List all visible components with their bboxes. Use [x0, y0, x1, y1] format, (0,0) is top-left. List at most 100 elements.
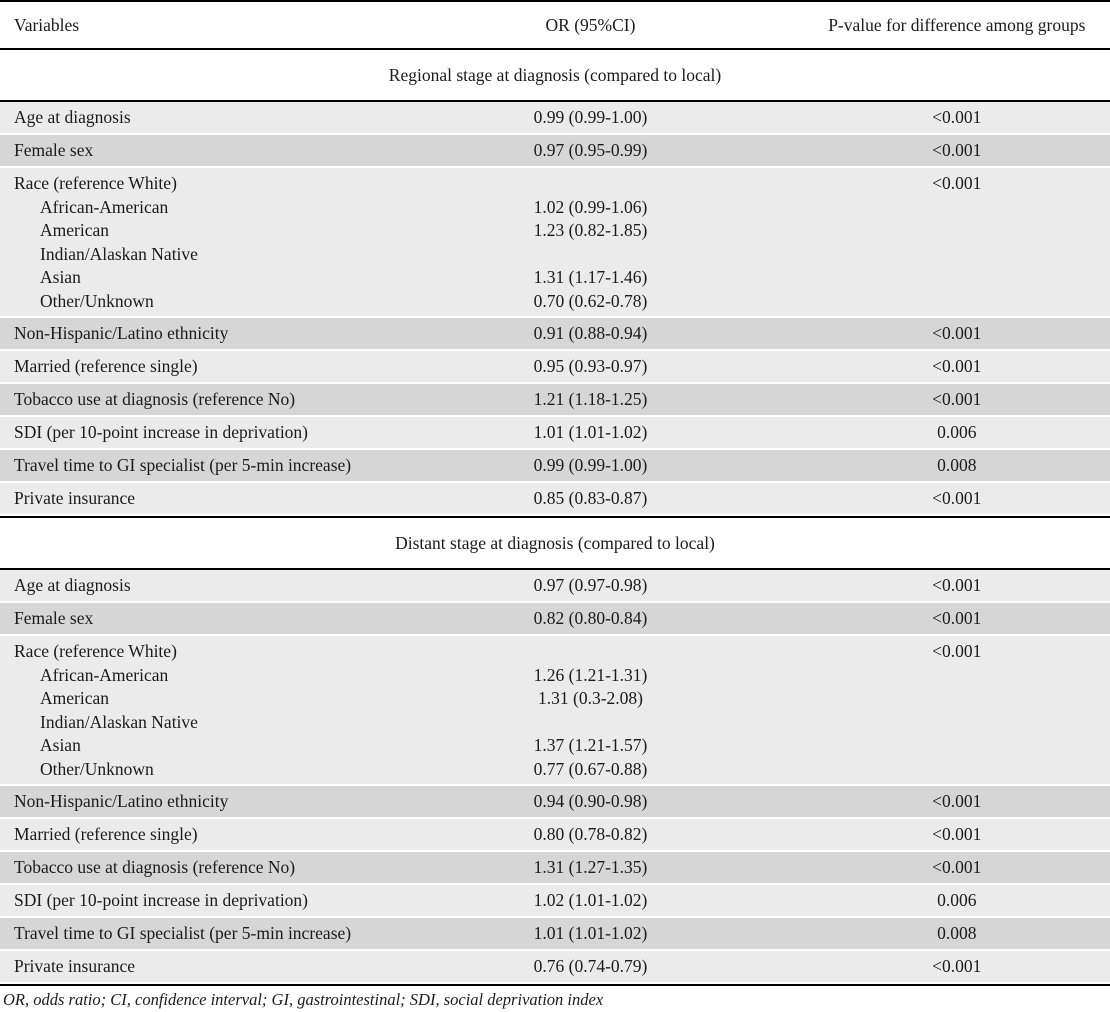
p-value-cell: <0.001 [932, 389, 982, 409]
or-value: 1.02 (0.99-1.06) [533, 196, 648, 217]
column-header-pvalue: P-value for difference among groups [828, 14, 1086, 35]
or-value [377, 711, 803, 735]
variable-sublabel: African-American [40, 664, 169, 685]
table-row: Age at diagnosis 0.97 (0.97-0.98) <0.001 [0, 570, 1110, 601]
or-value: 1.26 (1.21-1.31) [533, 664, 648, 685]
or-cell: 1.01 (1.01-1.02) [533, 923, 648, 943]
column-header-variables: Variables [14, 14, 80, 35]
p-value-cell: <0.001 [932, 107, 982, 127]
variable-sublabel: African-American [40, 196, 169, 217]
variable-cell: Race (reference White) African-American Am… [0, 172, 377, 313]
table-row: Private insurance 0.76 (0.74-0.79) <0.001 [0, 951, 1110, 982]
variable-sublabel: American [40, 220, 109, 240]
variable-sublabel: American [40, 688, 109, 708]
p-value-cell: 0.006 [937, 890, 977, 910]
variable-cell: Age at diagnosis [14, 107, 131, 127]
or-value: 1.37 (1.21-1.57) [533, 735, 648, 755]
variable-cell: SDI (per 10-point increase in deprivatio… [14, 890, 309, 910]
variable-cell: Travel time to GI specialist (per 5-min … [14, 923, 352, 943]
p-value-cell: <0.001 [932, 791, 982, 811]
column-header-row: Variables OR (95%CI) P-value for differe… [0, 2, 1110, 48]
table-bottom-border [0, 984, 1110, 986]
variable-cell: Race (reference White) African-American Am… [0, 640, 377, 781]
variable-sublabel: Asian [40, 267, 81, 287]
variable-sublabel: Indian/Alaskan Native [40, 711, 198, 732]
or-cell: 1.21 (1.18-1.25) [533, 389, 648, 409]
p-value-cell: <0.001 [932, 824, 982, 844]
variable-cell: Non-Hispanic/Latino ethnicity [14, 323, 229, 343]
variable-cell: Private insurance [14, 488, 135, 508]
variable-cell: Married (reference single) [14, 824, 198, 844]
variable-cell: Travel time to GI specialist (per 5-min … [14, 455, 352, 475]
table-row: Non-Hispanic/Latino ethnicity 0.94 (0.90-… [0, 786, 1110, 817]
table-row: Female sex 0.82 (0.80-0.84) <0.001 [0, 603, 1110, 634]
table-row: SDI (per 10-point increase in deprivatio… [0, 885, 1110, 916]
p-value: <0.001 [932, 641, 982, 661]
variable-label: Race (reference White) [14, 641, 177, 661]
p-value: <0.001 [932, 173, 982, 193]
or-cell: 1.02 (1.01-1.02) [533, 890, 648, 910]
table-row: Age at diagnosis 0.99 (0.99-1.00) <0.001 [0, 102, 1110, 133]
p-value-cell: <0.001 [932, 488, 982, 508]
variable-sublabel: Indian/Alaskan Native [40, 243, 198, 264]
or-cell: 0.95 (0.93-0.97) [533, 356, 648, 376]
table-row: Tobacco use at diagnosis (reference No) 1… [0, 852, 1110, 883]
variable-cell: SDI (per 10-point increase in deprivatio… [14, 422, 309, 442]
or-cell: 0.97 (0.97-0.98) [533, 575, 648, 595]
p-value-cell: <0.001 [804, 172, 1110, 196]
or-value [377, 172, 803, 196]
table-row: Married (reference single) 0.80 (0.78-0.8… [0, 819, 1110, 850]
variable-cell: Non-Hispanic/Latino ethnicity [14, 791, 229, 811]
column-header-or: OR (95%CI) [545, 14, 636, 35]
table-row: Travel time to GI specialist (per 5-min … [0, 918, 1110, 949]
or-cell: 0.85 (0.83-0.87) [533, 488, 648, 508]
table-sections: Regional stage at diagnosis (compared to… [0, 48, 1110, 986]
p-value-cell: <0.001 [932, 857, 982, 877]
or-cell: 0.97 (0.95-0.99) [533, 140, 648, 160]
or-cell: 1.31 (1.27-1.35) [533, 857, 648, 877]
section-title: Regional stage at diagnosis (compared to… [0, 50, 1110, 100]
variable-cell: Tobacco use at diagnosis (reference No) [14, 389, 296, 409]
p-value-cell: <0.001 [932, 356, 982, 376]
or-cell: 0.94 (0.90-0.98) [533, 791, 648, 811]
p-value-cell: <0.001 [932, 608, 982, 628]
or-cell: 1.26 (1.21-1.31) 1.31 (0.3-2.08) 1.37 (1.2… [377, 640, 803, 781]
p-value-cell: 0.008 [937, 923, 977, 943]
table-top-border [0, 0, 1110, 2]
or-value [377, 243, 803, 267]
p-value-cell: <0.001 [932, 575, 982, 595]
variable-cell: Female sex [14, 140, 94, 160]
table-row: Tobacco use at diagnosis (reference No) 1… [0, 384, 1110, 415]
section-divider-line [0, 568, 1110, 570]
or-cell: 0.80 (0.78-0.82) [533, 824, 648, 844]
table-footnote: OR, odds ratio; CI, confidence interval;… [0, 986, 1110, 1010]
or-cell: 0.76 (0.74-0.79) [533, 956, 648, 976]
section-divider-line [0, 48, 1110, 50]
table-row: Non-Hispanic/Latino ethnicity 0.91 (0.88-… [0, 318, 1110, 349]
or-cell: 1.02 (0.99-1.06) 1.23 (0.82-1.85) 1.31 (1.… [377, 172, 803, 313]
or-value [377, 640, 803, 664]
section-divider-line [0, 516, 1110, 518]
table-row: Married (reference single) 0.95 (0.93-0.9… [0, 351, 1110, 382]
p-value-cell: <0.001 [804, 640, 1110, 664]
p-value-cell: 0.006 [937, 422, 977, 442]
or-cell: 0.99 (0.99-1.00) [533, 107, 648, 127]
p-value-cell: 0.008 [937, 455, 977, 475]
or-value: 1.23 (0.82-1.85) [533, 220, 648, 240]
variable-cell: Tobacco use at diagnosis (reference No) [14, 857, 296, 877]
p-value-cell: <0.001 [932, 323, 982, 343]
table-row: SDI (per 10-point increase in deprivatio… [0, 417, 1110, 448]
variable-sublabel: Other/Unknown [40, 290, 154, 311]
variable-cell: Married (reference single) [14, 356, 198, 376]
or-value: 0.70 (0.62-0.78) [533, 290, 648, 311]
or-cell: 1.01 (1.01-1.02) [533, 422, 648, 442]
table-row: Race (reference White) African-American Am… [0, 168, 1110, 316]
variable-cell: Private insurance [14, 956, 135, 976]
or-value: 1.31 (1.17-1.46) [533, 267, 648, 287]
table-row: Female sex 0.97 (0.95-0.99) <0.001 [0, 135, 1110, 166]
or-cell: 0.99 (0.99-1.00) [533, 455, 648, 475]
section-title: Distant stage at diagnosis (compared to … [0, 518, 1110, 568]
variable-cell: Age at diagnosis [14, 575, 131, 595]
section-divider-line [0, 100, 1110, 102]
